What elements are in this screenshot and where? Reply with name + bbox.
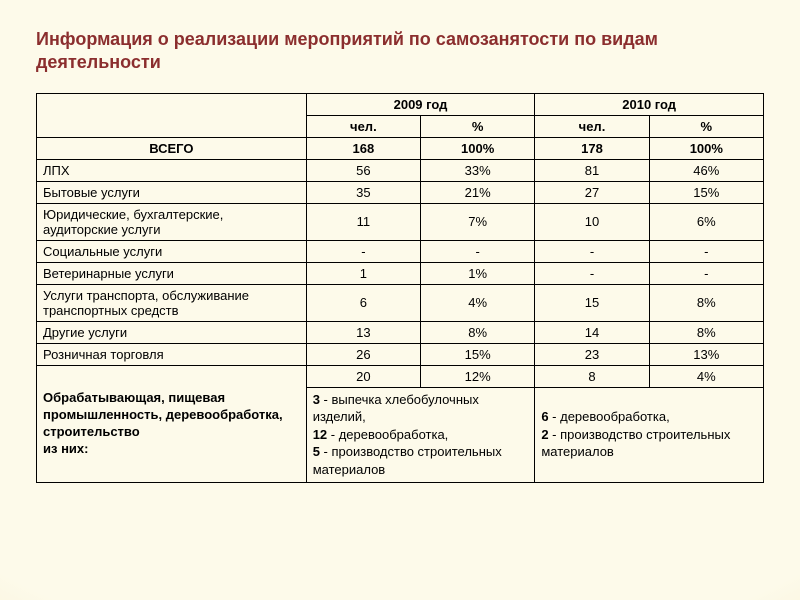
industry-2010-pct: 4%	[649, 365, 763, 387]
row-label: Социальные услуги	[37, 240, 307, 262]
detail-txt: - производство строительных материалов	[541, 427, 730, 460]
row-val: -	[535, 262, 649, 284]
industry-label-l1: Обрабатывающая, пищевая	[43, 390, 225, 405]
industry-label-l4: из них:	[43, 441, 88, 456]
detail-txt: - деревообработка,	[327, 427, 448, 442]
row-val: 27	[535, 181, 649, 203]
table-row: Другие услуги 13 8% 14 8%	[37, 321, 764, 343]
total-2010-people: 178	[535, 137, 649, 159]
row-label: Розничная торговля	[37, 343, 307, 365]
row-val: -	[421, 240, 535, 262]
detail-txt: - производство строительных материалов	[313, 444, 502, 477]
row-val: 7%	[421, 203, 535, 240]
row-val: 10	[535, 203, 649, 240]
table-row: Розничная торговля 26 15% 23 13%	[37, 343, 764, 365]
row-label: Бытовые услуги	[37, 181, 307, 203]
detail-num: 12	[313, 427, 327, 442]
row-val: 46%	[649, 159, 763, 181]
blank-header	[37, 93, 307, 137]
row-val: -	[649, 240, 763, 262]
row-val: 81	[535, 159, 649, 181]
row-val: 8%	[649, 284, 763, 321]
detail-num: 5	[313, 444, 320, 459]
row-label: Услуги транспорта, обслуживание транспор…	[37, 284, 307, 321]
row-val: 15	[535, 284, 649, 321]
row-val: 8%	[649, 321, 763, 343]
header-year-2010: 2010 год	[535, 93, 764, 115]
row-val: 15%	[421, 343, 535, 365]
header-2010-pct: %	[649, 115, 763, 137]
row-val: 26	[306, 343, 420, 365]
table-row: Услуги транспорта, обслуживание транспор…	[37, 284, 764, 321]
detail-num: 3	[313, 392, 320, 407]
header-2009-pct: %	[421, 115, 535, 137]
row-val: 35	[306, 181, 420, 203]
row-val: 8%	[421, 321, 535, 343]
row-label: Юридические, бухгалтерские, аудиторские …	[37, 203, 307, 240]
detail-txt: - выпечка хлебобулочных изделий,	[313, 392, 479, 425]
industry-detail-2009: 3 - выпечка хлебобулочных изделий, 12 - …	[306, 387, 535, 482]
row-label: Ветеринарные услуги	[37, 262, 307, 284]
header-2010-people: чел.	[535, 115, 649, 137]
detail-num: 2	[541, 427, 548, 442]
industry-label-l2: промышленность, деревообработка,	[43, 407, 283, 422]
row-val: 1	[306, 262, 420, 284]
industry-2009-people: 20	[306, 365, 420, 387]
data-table: 2009 год 2010 год чел. % чел. % ВСЕГО 16…	[36, 93, 764, 483]
table-row: Социальные услуги - - - -	[37, 240, 764, 262]
row-val: 33%	[421, 159, 535, 181]
row-val: 15%	[649, 181, 763, 203]
row-label: ЛПХ	[37, 159, 307, 181]
header-year-2009: 2009 год	[306, 93, 535, 115]
row-val: 1%	[421, 262, 535, 284]
total-2009-people: 168	[306, 137, 420, 159]
row-val: -	[649, 262, 763, 284]
row-val: -	[306, 240, 420, 262]
table-row: Ветеринарные услуги 1 1% - -	[37, 262, 764, 284]
row-val: -	[535, 240, 649, 262]
industry-2010-people: 8	[535, 365, 649, 387]
row-val: 6	[306, 284, 420, 321]
row-val: 6%	[649, 203, 763, 240]
industry-2009-pct: 12%	[421, 365, 535, 387]
page-title: Информация о реализации мероприятий по с…	[36, 28, 764, 75]
total-row: ВСЕГО 168 100% 178 100%	[37, 137, 764, 159]
row-val: 14	[535, 321, 649, 343]
industry-detail-2010: 6 - деревообработка, 2 - производство ст…	[535, 387, 764, 482]
row-label: Другие услуги	[37, 321, 307, 343]
industry-label: Обрабатывающая, пищевая промышленность, …	[37, 365, 307, 482]
total-2009-pct: 100%	[421, 137, 535, 159]
row-val: 13%	[649, 343, 763, 365]
detail-txt: - деревообработка,	[549, 409, 670, 424]
row-val: 11	[306, 203, 420, 240]
row-val: 4%	[421, 284, 535, 321]
industry-top-row: Обрабатывающая, пищевая промышленность, …	[37, 365, 764, 387]
header-2009-people: чел.	[306, 115, 420, 137]
row-val: 21%	[421, 181, 535, 203]
total-2010-pct: 100%	[649, 137, 763, 159]
table-row: Юридические, бухгалтерские, аудиторские …	[37, 203, 764, 240]
detail-num: 6	[541, 409, 548, 424]
table-row: ЛПХ 56 33% 81 46%	[37, 159, 764, 181]
row-val: 56	[306, 159, 420, 181]
row-val: 23	[535, 343, 649, 365]
total-label: ВСЕГО	[37, 137, 307, 159]
header-row-years: 2009 год 2010 год	[37, 93, 764, 115]
row-val: 13	[306, 321, 420, 343]
industry-label-l3: строительство	[43, 424, 140, 439]
table-row: Бытовые услуги 35 21% 27 15%	[37, 181, 764, 203]
